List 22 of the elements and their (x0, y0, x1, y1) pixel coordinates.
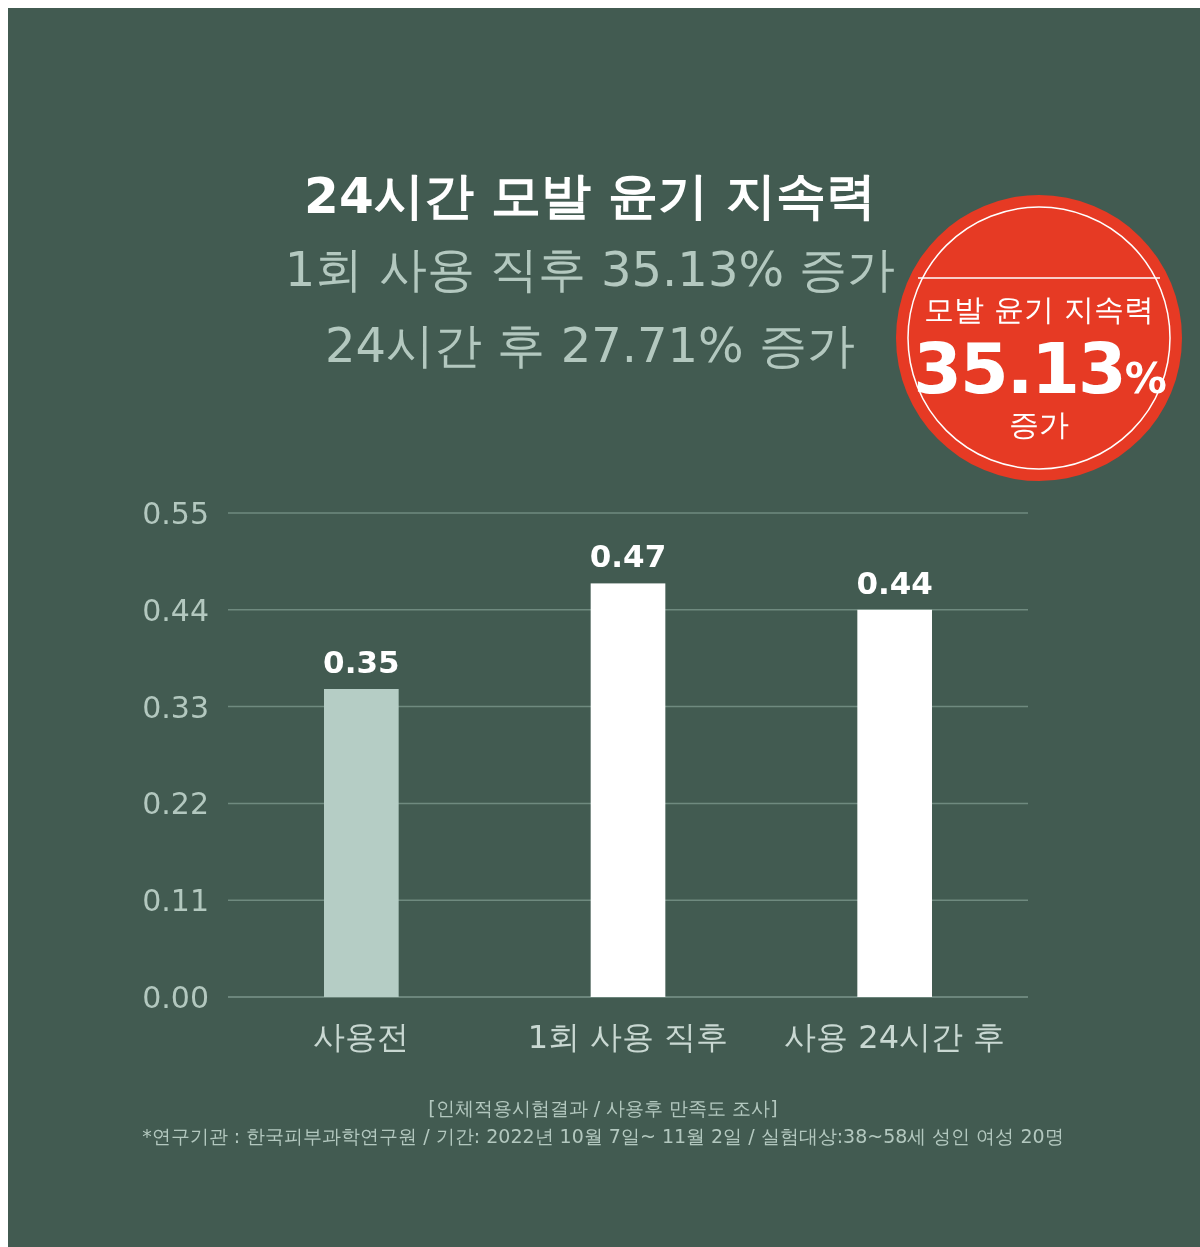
y-tick-label: 0.22 (142, 786, 209, 822)
y-tick-label: 0.44 (142, 592, 209, 628)
text: *연구기관 : 한국피부과학연구원 / 기간: 2022년 10월 7일~ 11월 2일 / 실험대상:38~58세 성인 여성 20명 (142, 1125, 1064, 1147)
bar (590, 583, 666, 997)
bar (324, 689, 399, 997)
text: 35.13% (913, 328, 1166, 410)
x-tick-label: 1회 사용 직후 (527, 1018, 729, 1056)
x-tick-label: 사용 24시간 후 (784, 1018, 1006, 1056)
data-label: 0.47 (589, 538, 667, 575)
y-tick-label: 0.11 (142, 883, 209, 919)
data-label: 0.44 (856, 564, 933, 601)
y-tick-label: 0.55 (142, 496, 209, 531)
data-label: 0.35 (323, 644, 400, 680)
chart-subtitle: 1회 사용 직후 35.13% 증가 24시간 후 27.71% 증가 (284, 241, 896, 373)
bar (857, 609, 932, 997)
x-tick-label: 사용전 (313, 1018, 410, 1056)
text: [인체적용시험결과 / 사용후 만족도 조사] (428, 1097, 778, 1119)
text: 모발 윤기 지속력 (924, 292, 1154, 327)
y-tick-label: 0.33 (142, 689, 209, 725)
y-tick-label: 0.00 (142, 980, 209, 1015)
text: 증가 (1009, 407, 1069, 442)
chart-title: 24시간 모발 윤기 지속력 (304, 167, 876, 225)
